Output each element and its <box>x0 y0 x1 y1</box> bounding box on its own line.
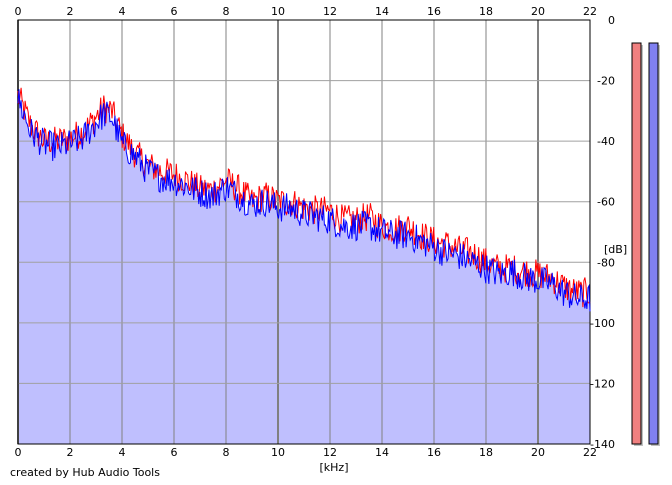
x-tick-label-top: 6 <box>171 5 178 18</box>
x-tick-label-top: 12 <box>323 5 337 18</box>
y-axis-label: [dB] <box>604 243 627 256</box>
x-tick-label-bottom: 4 <box>119 446 126 459</box>
x-tick-label-top: 16 <box>427 5 441 18</box>
y-tick-label: -20 <box>597 75 615 88</box>
x-axis-label: [kHz] <box>320 461 349 474</box>
y-tick-label: -80 <box>597 256 615 269</box>
x-tick-label-bottom: 12 <box>323 446 337 459</box>
y-tick-label: -100 <box>590 317 615 330</box>
spectrum-lines <box>17 87 591 312</box>
x-tick-label-bottom: 2 <box>67 446 74 459</box>
x-tick-label-top: 10 <box>271 5 285 18</box>
level-meter-fill <box>648 42 659 445</box>
x-tick-label-top: 0 <box>15 5 22 18</box>
level-meters <box>631 42 660 446</box>
x-tick-label-bottom: 10 <box>271 446 285 459</box>
series-fill-area <box>18 89 590 445</box>
x-tick-label-top: 8 <box>223 5 230 18</box>
y-tick-label: -120 <box>590 377 615 390</box>
y-tick-label: -140 <box>590 438 615 451</box>
series-line-2 <box>17 89 591 312</box>
spectrum-area <box>18 89 590 445</box>
x-tick-label-top: 4 <box>119 5 126 18</box>
x-tick-label-top: 22 <box>583 5 597 18</box>
x-tick-label-top: 14 <box>375 5 389 18</box>
x-tick-label-bottom: 20 <box>531 446 545 459</box>
y-tick-label: -60 <box>597 196 615 209</box>
x-tick-label-bottom: 14 <box>375 446 389 459</box>
y-tick-label: 0 <box>608 14 615 27</box>
plot-frame <box>17 19 591 445</box>
x-tick-label-top: 18 <box>479 5 493 18</box>
x-tick-label-bottom: 22 <box>583 446 597 459</box>
x-tick-label-bottom: 6 <box>171 446 178 459</box>
x-tick-label-bottom: 16 <box>427 446 441 459</box>
series-line-1 <box>17 87 591 308</box>
y-tick-label: -40 <box>597 135 615 148</box>
x-tick-label-top: 2 <box>67 5 74 18</box>
x-tick-label-top: 20 <box>531 5 545 18</box>
level-meter-fill <box>631 42 642 445</box>
x-tick-label-bottom: 0 <box>15 446 22 459</box>
x-tick-label-bottom: 8 <box>223 446 230 459</box>
tick-labels: 002244668810101212141416161818202022220-… <box>15 5 616 459</box>
x-tick-label-bottom: 18 <box>479 446 493 459</box>
credit-text: created by Hub Audio Tools <box>10 466 160 479</box>
